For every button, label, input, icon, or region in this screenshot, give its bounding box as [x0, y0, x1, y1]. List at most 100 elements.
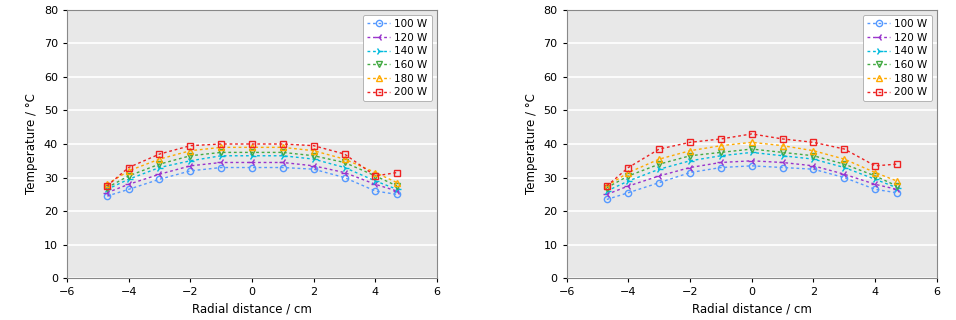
140 W — [777, 154, 789, 158]
100 W — [247, 166, 258, 170]
Line: 180 W: 180 W — [104, 144, 401, 188]
200 W — [277, 142, 289, 146]
140 W — [154, 166, 165, 170]
Line: 160 W: 160 W — [603, 146, 900, 191]
120 W — [338, 171, 350, 174]
200 W — [338, 152, 350, 156]
160 W — [622, 174, 634, 178]
200 W — [101, 184, 113, 188]
180 W — [869, 171, 880, 174]
140 W — [247, 154, 258, 158]
100 W — [684, 171, 696, 174]
120 W — [654, 174, 665, 178]
160 W — [185, 154, 196, 158]
120 W — [308, 164, 319, 168]
Legend: 100 W, 120 W, 140 W, 160 W, 180 W, 200 W: 100 W, 120 W, 140 W, 160 W, 180 W, 200 W — [863, 15, 932, 101]
180 W — [101, 182, 113, 186]
Line: 120 W: 120 W — [103, 158, 402, 197]
180 W — [808, 149, 819, 153]
180 W — [247, 146, 258, 149]
160 W — [247, 150, 258, 154]
200 W — [215, 142, 227, 146]
140 W — [277, 154, 289, 158]
100 W — [891, 191, 902, 195]
180 W — [154, 157, 165, 161]
200 W — [370, 174, 381, 178]
Line: 200 W: 200 W — [104, 141, 401, 189]
140 W — [622, 179, 634, 183]
160 W — [746, 147, 757, 151]
200 W — [808, 140, 819, 144]
180 W — [777, 144, 789, 148]
180 W — [654, 157, 665, 161]
200 W — [746, 132, 757, 136]
Line: 160 W: 160 W — [104, 149, 401, 191]
180 W — [338, 157, 350, 161]
Line: 100 W: 100 W — [104, 164, 401, 199]
180 W — [215, 146, 227, 149]
100 W — [808, 167, 819, 171]
X-axis label: Radial distance / cm: Radial distance / cm — [692, 303, 812, 316]
100 W — [185, 169, 196, 173]
180 W — [746, 140, 757, 144]
140 W — [601, 189, 613, 193]
200 W — [601, 184, 613, 188]
100 W — [123, 188, 135, 191]
180 W — [370, 171, 381, 174]
140 W — [308, 157, 319, 161]
160 W — [277, 150, 289, 154]
100 W — [654, 181, 665, 185]
Y-axis label: Temperature / °C: Temperature / °C — [525, 93, 538, 195]
160 W — [654, 162, 665, 166]
180 W — [185, 149, 196, 153]
120 W — [215, 161, 227, 164]
120 W — [247, 161, 258, 164]
200 W — [622, 166, 634, 170]
100 W — [370, 189, 381, 193]
100 W — [838, 176, 850, 180]
160 W — [715, 150, 727, 154]
100 W — [338, 176, 350, 180]
180 W — [123, 169, 135, 173]
200 W — [154, 152, 165, 156]
Line: 120 W: 120 W — [602, 156, 901, 199]
120 W — [684, 166, 696, 170]
180 W — [601, 184, 613, 188]
200 W — [715, 137, 727, 141]
180 W — [891, 179, 902, 183]
160 W — [154, 162, 165, 166]
140 W — [123, 177, 135, 181]
160 W — [601, 186, 613, 189]
120 W — [808, 164, 819, 168]
160 W — [215, 150, 227, 154]
140 W — [185, 159, 196, 163]
160 W — [777, 150, 789, 154]
100 W — [391, 192, 402, 196]
140 W — [338, 166, 350, 170]
100 W — [215, 166, 227, 170]
140 W — [838, 166, 850, 170]
100 W — [715, 166, 727, 170]
160 W — [101, 186, 113, 189]
200 W — [869, 164, 880, 168]
180 W — [684, 149, 696, 153]
100 W — [746, 164, 757, 168]
Line: 100 W: 100 W — [603, 163, 900, 203]
120 W — [370, 182, 381, 186]
100 W — [154, 177, 165, 181]
100 W — [277, 166, 289, 170]
100 W — [622, 191, 634, 195]
140 W — [370, 179, 381, 183]
120 W — [891, 188, 902, 191]
140 W — [215, 154, 227, 158]
200 W — [838, 147, 850, 151]
120 W — [777, 161, 789, 164]
200 W — [123, 166, 135, 170]
100 W — [869, 188, 880, 191]
120 W — [601, 192, 613, 196]
120 W — [185, 164, 196, 168]
200 W — [684, 140, 696, 144]
Line: 180 W: 180 W — [603, 139, 900, 189]
140 W — [808, 157, 819, 161]
200 W — [777, 137, 789, 141]
